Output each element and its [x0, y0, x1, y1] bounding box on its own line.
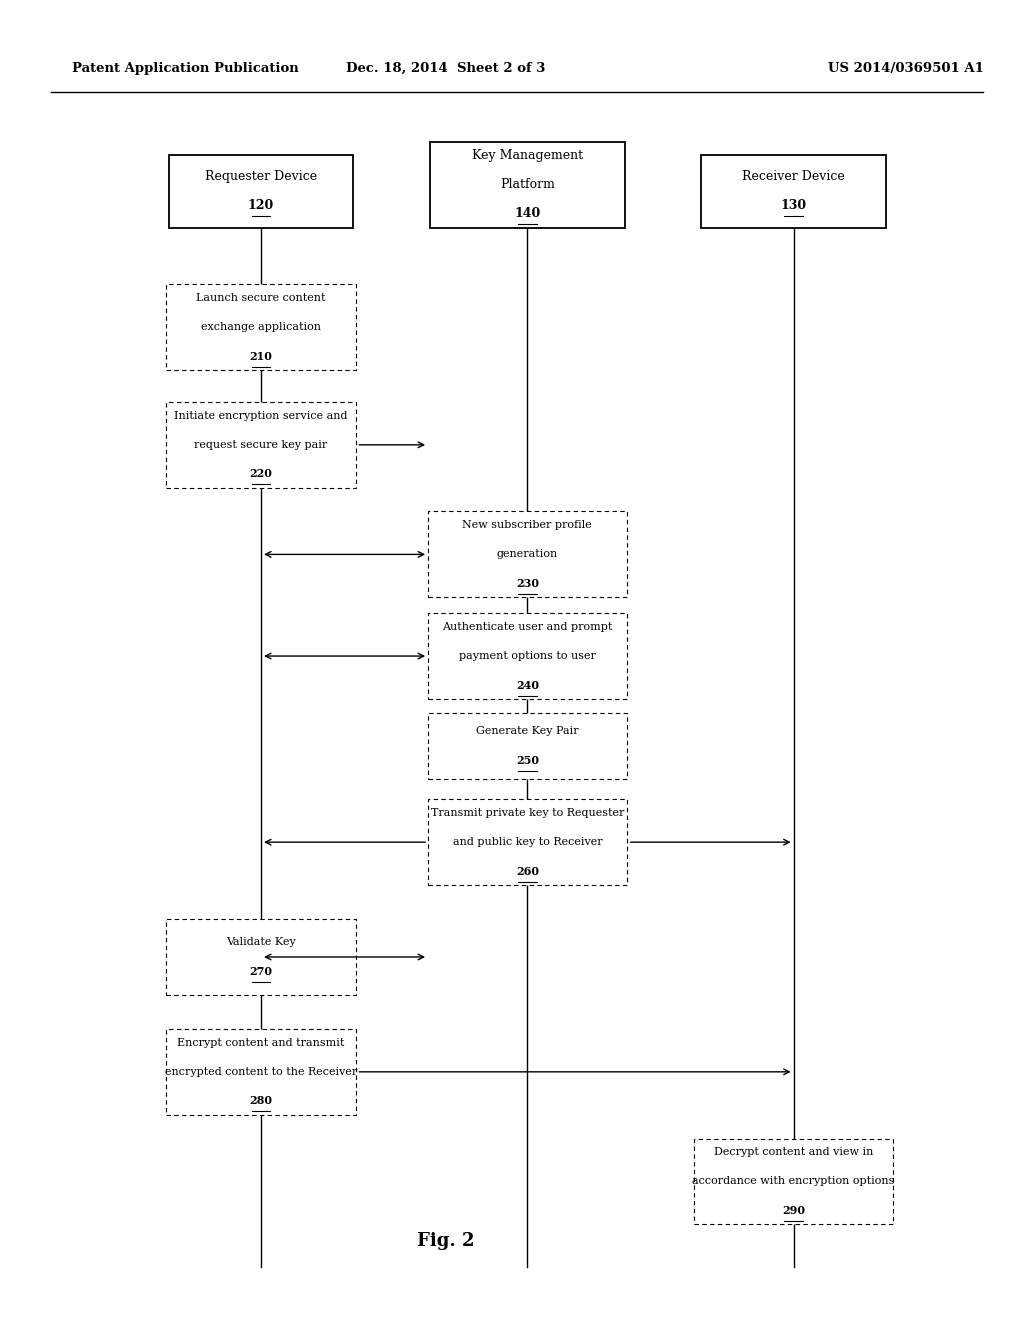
Text: US 2014/0369501 A1: US 2014/0369501 A1: [828, 62, 984, 75]
Text: Validate Key: Validate Key: [226, 937, 296, 948]
Text: Dec. 18, 2014  Sheet 2 of 3: Dec. 18, 2014 Sheet 2 of 3: [346, 62, 545, 75]
Text: 130: 130: [780, 199, 807, 213]
Text: 240: 240: [516, 680, 539, 690]
Text: Patent Application Publication: Patent Application Publication: [72, 62, 298, 75]
Text: Platform: Platform: [500, 178, 555, 191]
Bar: [166, 401, 356, 487]
Text: 250: 250: [516, 755, 539, 766]
Text: New subscriber profile: New subscriber profile: [463, 520, 592, 531]
Text: 260: 260: [516, 866, 539, 876]
Bar: [428, 713, 627, 779]
Bar: [169, 154, 353, 227]
Text: generation: generation: [497, 549, 558, 560]
Text: Authenticate user and prompt: Authenticate user and prompt: [442, 622, 612, 632]
Bar: [694, 1138, 893, 1225]
Bar: [166, 919, 356, 995]
Text: Decrypt content and view in: Decrypt content and view in: [714, 1147, 873, 1158]
Text: Generate Key Pair: Generate Key Pair: [476, 726, 579, 737]
Bar: [428, 612, 627, 700]
Text: payment options to user: payment options to user: [459, 651, 596, 661]
Text: and public key to Receiver: and public key to Receiver: [453, 837, 602, 847]
Text: Launch secure content: Launch secure content: [197, 293, 326, 304]
Text: encrypted content to the Receiver: encrypted content to the Receiver: [165, 1067, 357, 1077]
Text: Requester Device: Requester Device: [205, 170, 317, 183]
Text: Key Management: Key Management: [472, 149, 583, 162]
Text: 280: 280: [250, 1096, 272, 1106]
Bar: [428, 800, 627, 886]
Text: exchange application: exchange application: [201, 322, 322, 333]
Bar: [166, 1030, 356, 1114]
Bar: [430, 143, 625, 227]
Text: Encrypt content and transmit: Encrypt content and transmit: [177, 1038, 345, 1048]
Text: Receiver Device: Receiver Device: [742, 170, 845, 183]
Text: 230: 230: [516, 578, 539, 589]
Bar: [701, 154, 886, 227]
Text: 290: 290: [782, 1205, 805, 1216]
Bar: [166, 285, 356, 370]
Text: Transmit private key to Requester: Transmit private key to Requester: [431, 808, 624, 818]
Bar: [428, 511, 627, 597]
Text: request secure key pair: request secure key pair: [195, 440, 328, 450]
Text: 220: 220: [250, 469, 272, 479]
Text: 120: 120: [248, 199, 274, 213]
Text: 140: 140: [514, 207, 541, 220]
Text: 210: 210: [250, 351, 272, 362]
Text: accordance with encryption options: accordance with encryption options: [692, 1176, 895, 1187]
Text: Fig. 2: Fig. 2: [417, 1232, 474, 1250]
Text: Initiate encryption service and: Initiate encryption service and: [174, 411, 348, 421]
Text: 270: 270: [250, 966, 272, 977]
